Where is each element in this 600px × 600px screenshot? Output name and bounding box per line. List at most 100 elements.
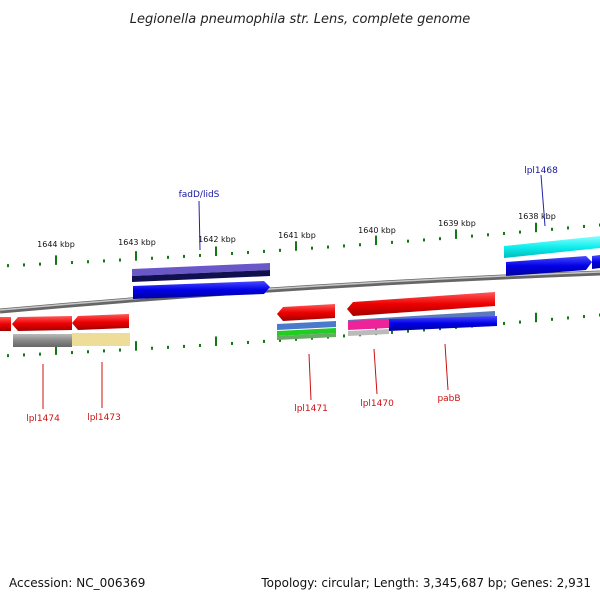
track-tick xyxy=(231,341,233,345)
scale-tick xyxy=(407,239,409,243)
track-tick xyxy=(39,352,41,356)
gene-lpl1471-blue[interactable] xyxy=(277,321,336,330)
leader-lpl1470 xyxy=(373,348,378,395)
gene-lpl1471-lower[interactable] xyxy=(277,333,336,340)
track-tick xyxy=(71,351,73,355)
leader-pabB xyxy=(444,343,449,391)
gene-partial-right[interactable] xyxy=(592,255,600,269)
scale-tick xyxy=(55,255,57,265)
scale-tick xyxy=(247,250,249,254)
scale-label-1644: 1644 kbp xyxy=(37,240,75,249)
scale-tick xyxy=(391,240,393,244)
scale-label-1643: 1643 kbp xyxy=(118,238,156,247)
label-lpl1468[interactable]: lpl1468 xyxy=(524,166,558,176)
scale-tick xyxy=(103,259,105,263)
gene-lpl1470-magenta[interactable] xyxy=(348,319,389,330)
leader-fadD-lidS xyxy=(198,200,201,251)
scale-label-1641: 1641 kbp xyxy=(278,231,316,240)
gene-lpl1473[interactable] xyxy=(72,333,130,346)
track-tick xyxy=(583,314,585,318)
track-tick xyxy=(343,334,345,338)
track-tick xyxy=(167,345,169,349)
track-tick xyxy=(407,329,409,333)
gene-lpl1473-arrow[interactable] xyxy=(72,314,129,330)
scale-tick xyxy=(135,251,137,261)
label-lpl1473[interactable]: lpl1473 xyxy=(87,413,121,423)
label-lpl1470[interactable]: lpl1470 xyxy=(360,399,394,409)
track-tick xyxy=(567,316,569,320)
scale-tick xyxy=(199,253,201,257)
scale-tick xyxy=(71,261,73,265)
scale-tick xyxy=(567,226,569,230)
gene-lpl1470-arrow[interactable] xyxy=(347,292,495,316)
genome-backbone-highlight xyxy=(0,271,600,311)
scale-tick xyxy=(455,229,457,239)
scale-tick xyxy=(23,263,25,267)
gene-lpl1470-gray[interactable] xyxy=(348,329,389,336)
gene-feature-purple[interactable] xyxy=(132,263,270,276)
gene-lpl1471-green[interactable] xyxy=(277,328,336,336)
accession-text: Accession: NC_006369 xyxy=(9,576,146,590)
scale-tick xyxy=(519,230,521,234)
track-tick xyxy=(391,330,393,334)
track-tick xyxy=(151,346,153,350)
gene-lpl1468[interactable] xyxy=(506,256,592,276)
track-tick xyxy=(215,336,217,346)
gene-lpl1474[interactable] xyxy=(13,334,72,347)
track-tick xyxy=(423,328,425,332)
gene-fadD-lidS[interactable] xyxy=(133,281,270,299)
scale-tick xyxy=(279,248,281,252)
scale-tick xyxy=(167,255,169,259)
track-tick xyxy=(183,344,185,348)
scale-tick xyxy=(183,254,185,258)
track-tick xyxy=(551,317,553,321)
gene-pabB[interactable] xyxy=(389,316,497,331)
map-title: Legionella pneumophila str. Lens, comple… xyxy=(130,12,471,27)
track-tick xyxy=(519,320,521,324)
track-tick xyxy=(23,353,25,357)
scale-tick xyxy=(215,246,217,256)
scale-tick xyxy=(551,227,553,231)
scale-tick xyxy=(535,222,537,233)
scale-tick xyxy=(7,264,9,268)
track-tick xyxy=(503,321,505,325)
scale-tick xyxy=(151,256,153,260)
track-tick xyxy=(87,350,89,354)
track-tick xyxy=(263,339,265,343)
scale-tick xyxy=(87,260,89,264)
label-lpl1474[interactable]: lpl1474 xyxy=(26,414,60,424)
track-tick xyxy=(7,354,9,358)
track-tick xyxy=(279,338,281,342)
scale-tick xyxy=(487,233,489,237)
gene-lpl1471-arrow[interactable] xyxy=(277,304,335,321)
label-lpl1471[interactable]: lpl1471 xyxy=(294,404,328,414)
scale-tick xyxy=(439,237,441,241)
track-tick xyxy=(535,312,537,323)
track-tick xyxy=(199,343,201,347)
scale-label-1642: 1642 kbp xyxy=(198,235,236,244)
scale-tick xyxy=(471,234,473,238)
scale-tick xyxy=(375,235,377,246)
genome-backbone xyxy=(0,270,600,314)
scale-label-1639: 1639 kbp xyxy=(438,219,476,228)
gene-feature-dark[interactable] xyxy=(132,270,270,282)
label-pabB[interactable]: pabB xyxy=(437,394,460,404)
leader-lpl1468 xyxy=(540,174,546,227)
scale-tick xyxy=(423,238,425,242)
label-fadD-lidS[interactable]: fadD/lidS xyxy=(179,190,220,200)
leader-lpl1471 xyxy=(308,353,312,401)
scale-tick xyxy=(231,251,233,255)
scale-tick xyxy=(295,241,297,251)
scale-tick xyxy=(503,231,505,235)
scale-tick xyxy=(311,246,313,250)
track-tick xyxy=(439,327,441,331)
gene-partial-left[interactable] xyxy=(0,317,11,331)
scale-tick xyxy=(327,245,329,249)
gene-lpl1468-cds[interactable] xyxy=(504,236,600,258)
scale-tick xyxy=(359,243,361,247)
genome-summary-text: Topology: circular; Length: 3,345,687 bp… xyxy=(261,576,591,590)
gene-lpl1474-arrow[interactable] xyxy=(12,316,72,331)
track-tick xyxy=(55,345,57,355)
scale-tick xyxy=(39,262,41,266)
